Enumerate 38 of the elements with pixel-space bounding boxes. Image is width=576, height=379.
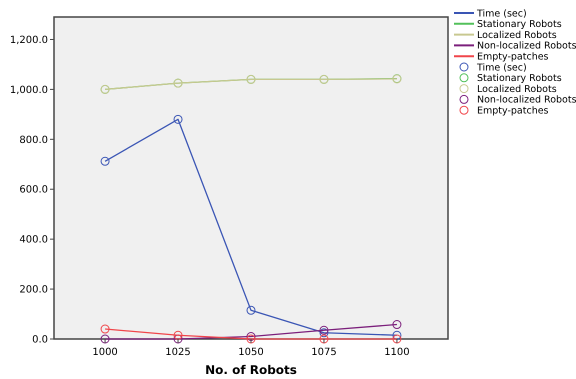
point (100, 156, 110, 166)
point (392, 334, 402, 344)
y-tick-label: 200.0 (19, 284, 48, 296)
point (392, 320, 402, 330)
point (174, 334, 183, 344)
x-tick-label: 1075 (311, 347, 337, 358)
point (392, 330, 402, 340)
point (319, 328, 328, 338)
point (246, 306, 256, 315)
legend-label: Empty-patches (477, 106, 549, 117)
point (319, 326, 328, 335)
y-tick-label: 0.0 (32, 334, 48, 346)
text: Time (sec) (477, 8, 527, 20)
point (174, 114, 183, 124)
x-tick-label: 1050 (238, 347, 264, 358)
legend-label: Localized Robots (477, 84, 557, 95)
text: Empty-patches (477, 52, 549, 63)
legend-label: Stationary Robots (477, 73, 562, 84)
legend-label: Non-localized Robots (477, 94, 576, 106)
point (246, 334, 256, 344)
x-tick-label: 1100 (384, 347, 410, 358)
text: Non-localized Robots (477, 40, 576, 52)
text: Stationary Robots (477, 19, 562, 30)
point (174, 330, 183, 340)
legend-label: Time (sec) (476, 62, 527, 74)
point (100, 324, 110, 334)
x-tick-label: 1000 (92, 347, 118, 358)
y-tick-label: 600.0 (19, 184, 48, 196)
y-tick-label: 1,000.0 (10, 84, 48, 96)
y-tick-label: 800.0 (19, 134, 48, 146)
x-tick-label: 1025 (165, 347, 191, 358)
text: Localized Robots (477, 30, 557, 41)
y-tick-label: 1,200.0 (10, 34, 48, 46)
point (100, 334, 110, 344)
point (246, 332, 256, 342)
y-tick-label: 400.0 (19, 234, 48, 246)
x-axis-title: No. of Robots (205, 363, 297, 377)
point (319, 334, 328, 344)
